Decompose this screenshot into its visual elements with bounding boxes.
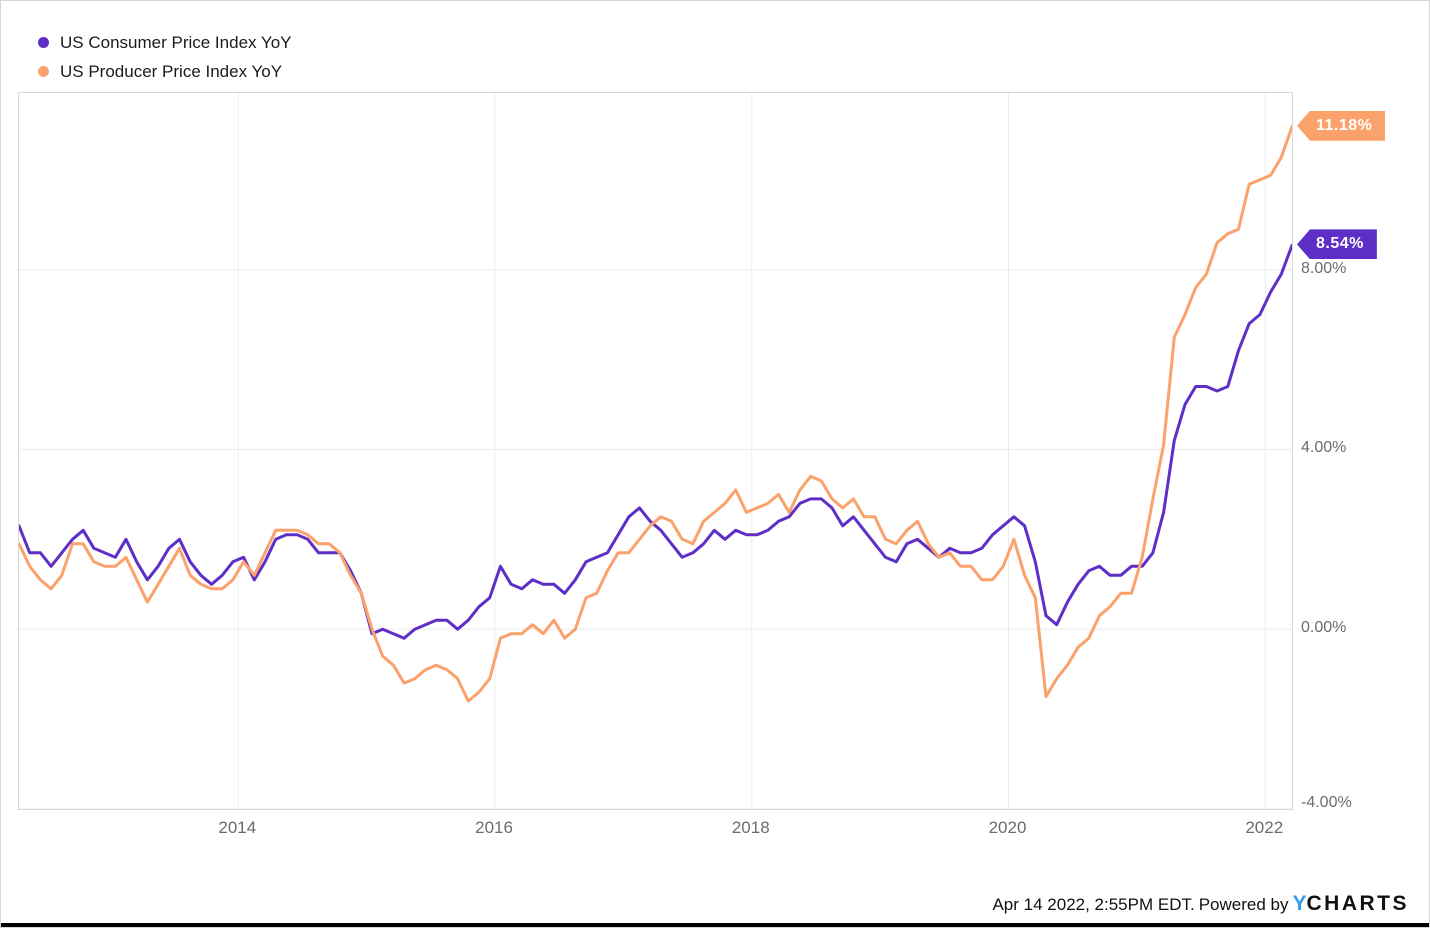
x-tick-label: 2020 [988,818,1027,837]
chart-plot-area[interactable] [18,92,1293,810]
cpi-last-value-badge: 8.54% [1297,229,1377,260]
legend-label-ppi: US Producer Price Index YoY [60,61,283,81]
ycharts-logo: Y CHARTS [1292,892,1409,916]
footer-powered-by: Powered by [1198,895,1289,914]
y-tick-label: 4.00% [1301,439,1347,457]
legend-item-cpi[interactable]: US Consumer Price Index YoY [38,28,292,57]
y-tick-label: -4.00% [1301,794,1352,811]
x-tick-label: 2018 [731,818,770,837]
series-line-1[interactable] [19,125,1292,703]
cpi-series-dot-icon [38,37,49,48]
x-tick-label: 2022 [1245,818,1284,837]
series-line-0[interactable] [19,243,1292,640]
y-tick-label: 0.00% [1301,619,1347,637]
legend-label-cpi: US Consumer Price Index YoY [60,32,292,52]
legend: US Consumer Price Index YoY US Producer … [38,28,292,86]
bottom-black-bar [1,923,1429,927]
x-tick-label: 2014 [218,818,257,837]
footer: Apr 14 2022, 2:55PM EDT. Powered by Y CHA… [992,892,1409,916]
legend-item-ppi[interactable]: US Producer Price Index YoY [38,57,292,86]
chart-svg[interactable] [19,93,1292,809]
ppi-series-dot-icon [38,66,49,77]
ycharts-logo-y: Y [1292,892,1307,915]
ycharts-logo-charts: CHARTS [1306,892,1409,915]
footer-timestamp: Apr 14 2022, 2:55PM EDT. [992,895,1195,914]
y-tick-label: 8.00% [1301,259,1347,277]
ppi-last-value-badge: 11.18% [1297,110,1386,141]
x-tick-label: 2016 [475,818,513,837]
